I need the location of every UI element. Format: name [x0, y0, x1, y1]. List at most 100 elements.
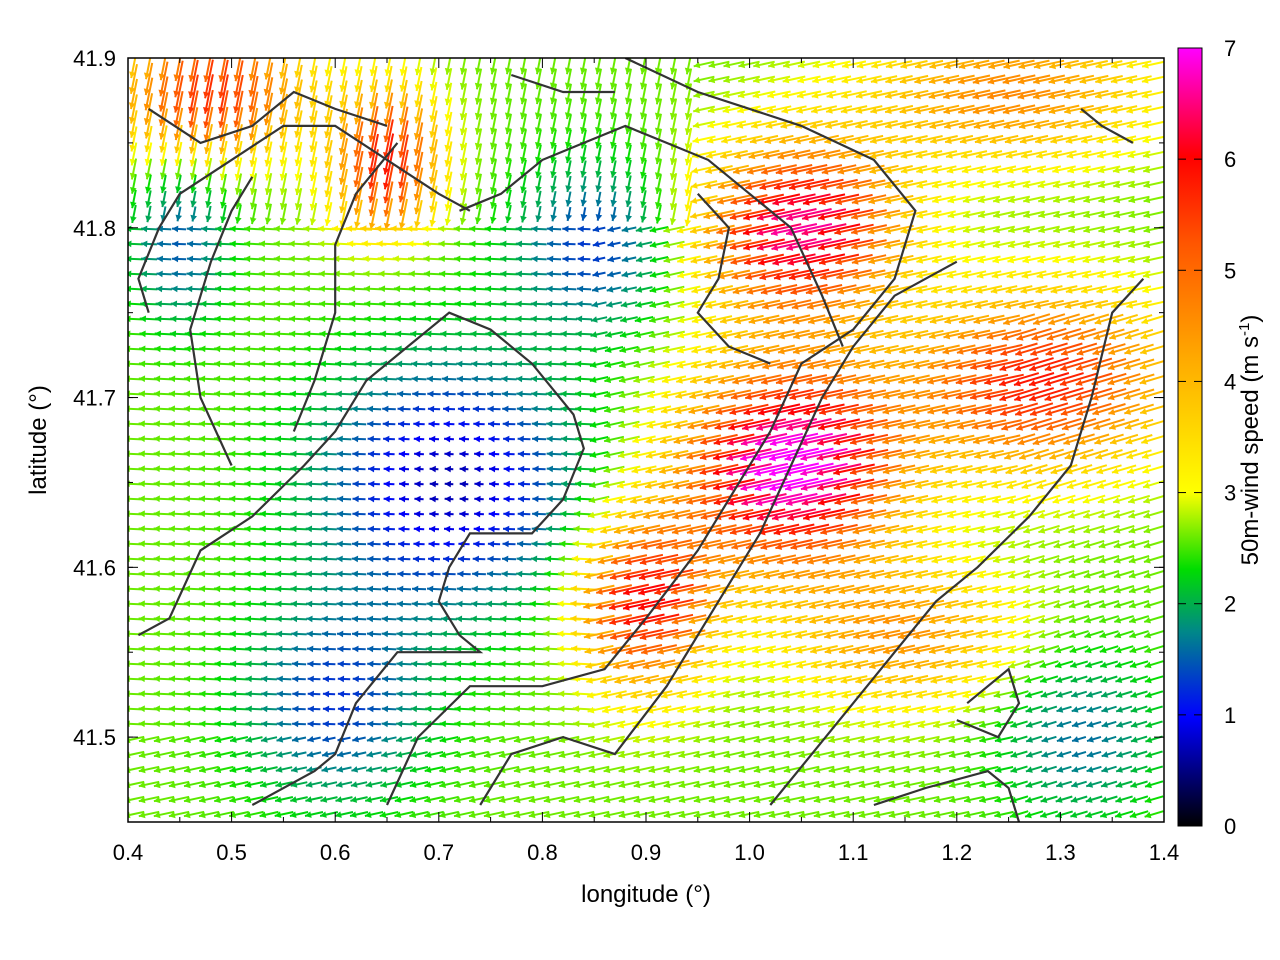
- wind-vector: [1067, 165, 1091, 174]
- wind-vector: [1126, 105, 1152, 114]
- wind-vector: [444, 495, 454, 503]
- wind-vector: [914, 119, 944, 130]
- wind-vector: [368, 149, 379, 189]
- wind-vector: [565, 114, 572, 134]
- wind-vector: [336, 525, 352, 533]
- wind-vector: [339, 58, 347, 77]
- wind-vector: [1022, 195, 1046, 204]
- wind-vector: [759, 178, 799, 191]
- wind-vector: [955, 359, 993, 370]
- wind-vector: [233, 60, 244, 98]
- wind-vector: [145, 174, 152, 194]
- wind-vector: [1001, 327, 1037, 341]
- wind-vector: [781, 90, 807, 99]
- wind-vector: [663, 255, 685, 264]
- wind-vector: [456, 375, 472, 383]
- wind-vector: [394, 330, 414, 338]
- wind-vector: [868, 194, 900, 205]
- wind-vector: [663, 315, 685, 324]
- wind-vector: [562, 255, 576, 263]
- wind-vector: [203, 106, 214, 142]
- wind-vector: [322, 645, 336, 653]
- wind-vector: [737, 90, 761, 99]
- wind-vector: [1007, 195, 1031, 204]
- wind-vector: [1095, 105, 1123, 114]
- wind-vector: [730, 254, 768, 265]
- wind-vector: [485, 315, 503, 323]
- wind-vector: [398, 435, 410, 443]
- wind-vector: [884, 315, 914, 324]
- x-tick-label: 0.4: [113, 840, 144, 865]
- wind-vector: [320, 796, 338, 803]
- wind-vector: [140, 255, 158, 263]
- wind-vector: [771, 238, 817, 251]
- wind-vector: [399, 58, 407, 76]
- x-tick-label: 1.4: [1149, 840, 1180, 865]
- wind-vector: [837, 284, 871, 295]
- wind-vector: [264, 157, 273, 181]
- wind-vector: [275, 751, 293, 758]
- wind-vector: [976, 270, 1002, 279]
- wind-vector: [635, 241, 653, 248]
- wind-vector: [1025, 750, 1043, 758]
- wind-vector: [352, 675, 366, 683]
- wind-vector: [352, 525, 366, 533]
- wind-vector: [1071, 720, 1087, 728]
- wind-vector: [1048, 104, 1080, 115]
- wind-vector: [853, 344, 885, 355]
- wind-vector: [717, 179, 751, 190]
- wind-vector: [775, 283, 813, 295]
- wind-vector: [474, 450, 484, 458]
- wind-vector: [368, 106, 379, 142]
- wind-vector: [649, 271, 669, 278]
- wind-vector: [546, 480, 562, 488]
- wind-vector: [635, 271, 653, 278]
- wind-vector: [339, 66, 348, 92]
- wind-vector: [186, 270, 202, 278]
- wind-vector: [882, 404, 916, 415]
- wind-vector: [730, 194, 768, 205]
- wind-vector: [603, 405, 625, 414]
- wind-vector: [1097, 270, 1121, 279]
- wind-vector: [1067, 240, 1091, 249]
- wind-vector: [1082, 255, 1106, 264]
- wind-vector: [369, 65, 378, 93]
- wind-vector: [634, 316, 654, 323]
- wind-vector: [1029, 402, 1069, 417]
- wind-vector: [947, 180, 971, 189]
- wind-vector: [884, 344, 914, 355]
- wind-vector: [575, 405, 593, 413]
- wind-vector: [604, 375, 624, 384]
- wind-vector: [977, 180, 1001, 189]
- wind-vector: [503, 450, 515, 458]
- wind-vector: [203, 59, 214, 99]
- wind-vector: [957, 329, 991, 340]
- wind-vector: [413, 108, 424, 140]
- wind-vector: [364, 796, 384, 803]
- wind-vector: [1141, 300, 1164, 309]
- wind-vector: [669, 188, 678, 210]
- wind-vector: [396, 390, 412, 398]
- wind-vector: [306, 615, 322, 623]
- wind-vector: [260, 660, 278, 668]
- wind-vector: [791, 299, 827, 310]
- wind-vector: [290, 450, 308, 458]
- wind-vector: [745, 268, 783, 280]
- wind-vector: [321, 600, 337, 608]
- wind-vector: [1101, 735, 1117, 743]
- wind-vector: [973, 59, 1005, 70]
- wind-vector: [309, 156, 318, 182]
- wind-vector: [367, 555, 381, 563]
- wind-vector: [1016, 327, 1052, 341]
- wind-vector: [545, 375, 563, 383]
- wind-vector: [1052, 255, 1076, 264]
- wind-vector: [703, 209, 735, 220]
- wind-vector: [444, 156, 453, 182]
- wind-vector: [502, 405, 516, 413]
- wind-vector: [823, 314, 855, 325]
- wind-vector: [335, 796, 353, 803]
- wind-vector: [869, 135, 899, 144]
- wind-vector: [520, 205, 527, 223]
- wind-vector: [1123, 388, 1155, 400]
- wind-vector: [367, 420, 381, 428]
